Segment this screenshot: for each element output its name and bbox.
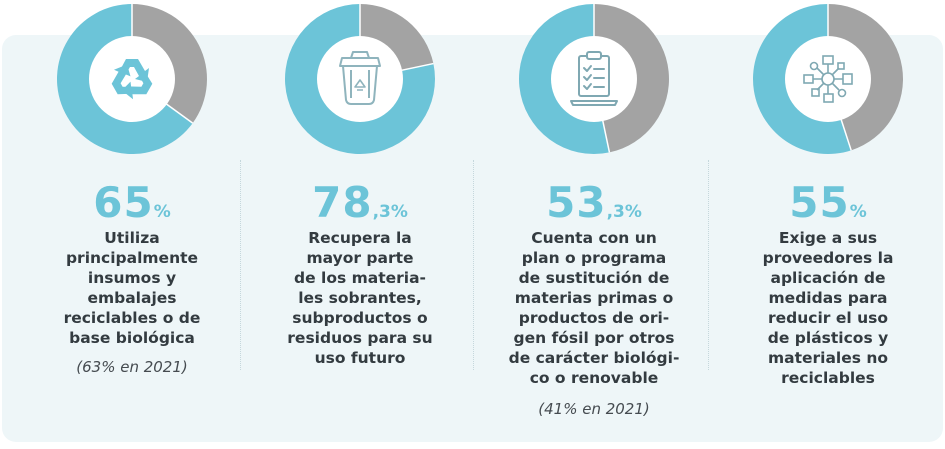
donut-chart — [285, 4, 435, 154]
stat-card-recovered-materials: 78,3% Recupera la mayor parte de los mat… — [242, 0, 478, 449]
description-line: medidas para — [768, 289, 888, 307]
description-line: materias primas o — [514, 289, 674, 307]
description-line: subproductos o — [292, 309, 428, 327]
description-line: reciclables — [781, 369, 875, 387]
description-line: gen fósil por otros — [513, 329, 675, 347]
stat-number: 78 — [312, 178, 373, 227]
stat-number: 55 — [789, 178, 850, 227]
stat-suffix: % — [849, 202, 867, 222]
stat-card-substitution-plan: 53,3% Cuenta con un plan o programa de s… — [476, 0, 712, 449]
stat-suffix: ,3% — [606, 202, 642, 222]
separator — [473, 160, 474, 370]
description-line: les sobrantes, — [298, 289, 422, 307]
description-line: de plásticos y — [767, 329, 889, 347]
donut-chart — [56, 4, 207, 154]
description-line: residuos para su — [287, 329, 433, 347]
description-line: reducir el uso — [768, 309, 888, 327]
stat-note: (63% en 2021) — [76, 358, 188, 376]
recycling-bin-icon — [339, 51, 381, 105]
stat-description: Cuenta con un plan o programa de sustitu… — [476, 228, 712, 388]
description-line: plan o programa — [521, 249, 667, 267]
clipboard-checklist-icon — [570, 51, 618, 106]
stat-value: 78,3% — [242, 178, 478, 227]
stat-card-supplier-requirements: 55% Exige a sus proveedores la aplicació… — [710, 0, 945, 449]
supply-network-icon — [803, 55, 853, 103]
donut-center — [785, 36, 871, 122]
stat-value: 55% — [710, 178, 945, 227]
donut-chart — [519, 4, 669, 154]
stat-value: 65% — [14, 178, 250, 227]
separator — [708, 160, 709, 370]
donut-slice-value — [285, 4, 435, 154]
description-line: de carácter biológi- — [508, 349, 680, 367]
description-line: reciclables o de — [63, 309, 201, 327]
description-line: Recupera la — [308, 229, 412, 247]
description-line: proveedores la — [762, 249, 894, 267]
description-line: principalmente — [65, 249, 199, 267]
separator — [240, 160, 241, 370]
description-line: co o renovable — [529, 369, 659, 387]
stat-number: 65 — [93, 178, 154, 227]
description-line: insumos y — [87, 269, 177, 287]
description-line: aplicación de — [770, 269, 886, 287]
stat-description: Exige a sus proveedores la aplicación de… — [710, 228, 945, 388]
stat-suffix: % — [153, 202, 171, 222]
stat-description: Recupera la mayor parte de los materia- … — [242, 228, 478, 368]
description-line: de los materia- — [294, 269, 426, 287]
stat-number: 53 — [546, 178, 607, 227]
description-line: Utiliza — [104, 229, 160, 247]
description-line: productos de ori- — [518, 309, 670, 327]
description-line: mayor parte — [306, 249, 414, 267]
description-line: Cuenta con un — [531, 229, 657, 247]
description-line: base biológica — [69, 329, 195, 347]
description-line: de sustitución de — [518, 269, 670, 287]
description-line: embalajes — [87, 289, 177, 307]
donut-center — [89, 36, 175, 122]
recycle-icon — [111, 59, 153, 100]
stat-description: Utiliza principalmente insumos y embalaj… — [14, 228, 250, 348]
description-line: Exige a sus — [778, 229, 878, 247]
stat-card-recycled-inputs: 65% Utiliza principalmente insumos y emb… — [14, 0, 250, 449]
stat-note: (41% en 2021) — [538, 400, 650, 418]
description-line: materiales no — [767, 349, 889, 367]
stat-suffix: ,3% — [372, 202, 408, 222]
description-line: uso futuro — [314, 349, 406, 367]
donut-center — [317, 36, 403, 122]
donut-chart — [753, 4, 903, 154]
stat-value: 53,3% — [476, 178, 712, 227]
